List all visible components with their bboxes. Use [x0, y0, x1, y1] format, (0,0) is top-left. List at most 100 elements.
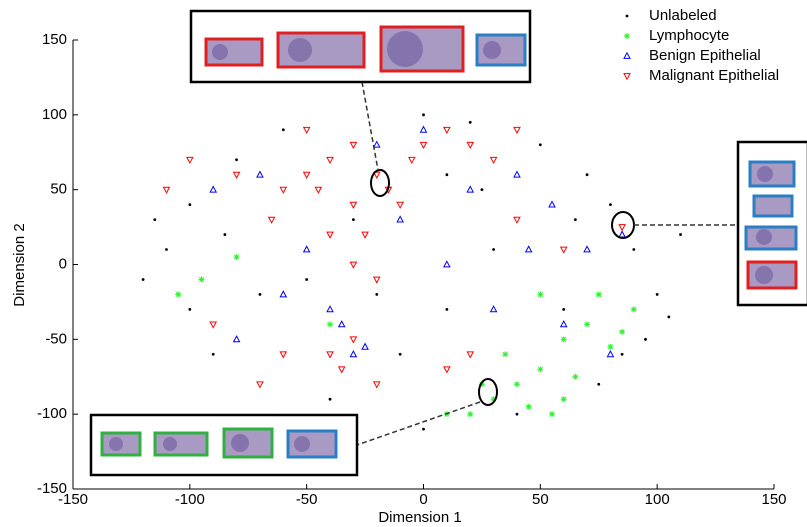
point — [445, 173, 448, 176]
legend-label: Malignant Epithelial — [649, 67, 779, 84]
point — [421, 142, 427, 148]
point — [234, 336, 240, 342]
point — [526, 404, 532, 410]
y-tick-label: 150 — [42, 31, 67, 48]
point — [165, 248, 168, 251]
point — [502, 351, 508, 357]
point — [304, 127, 310, 133]
point — [329, 398, 332, 401]
point — [574, 218, 577, 221]
point — [257, 172, 263, 178]
point — [444, 127, 450, 133]
series — [210, 127, 625, 357]
x-tick-label: 150 — [761, 491, 786, 508]
point — [362, 344, 368, 350]
region-ellipse — [479, 379, 497, 405]
point — [163, 187, 169, 193]
cell-thumbnail — [754, 196, 792, 216]
point — [282, 128, 285, 131]
point — [187, 157, 193, 163]
point — [269, 217, 275, 223]
point — [609, 203, 612, 206]
point — [350, 351, 356, 357]
cell-thumbnail — [155, 433, 207, 455]
x-tick-label: 100 — [645, 491, 670, 508]
point — [562, 308, 565, 311]
point — [327, 306, 333, 312]
point — [467, 411, 473, 417]
point — [607, 344, 613, 350]
point — [467, 142, 473, 148]
point — [481, 188, 484, 191]
point — [561, 247, 567, 253]
point — [234, 172, 240, 178]
point — [561, 321, 567, 327]
point — [339, 367, 345, 373]
point — [374, 142, 380, 148]
point — [619, 329, 625, 335]
point — [210, 322, 216, 328]
point — [280, 352, 286, 358]
point — [327, 157, 333, 163]
point — [584, 321, 590, 327]
cell-nucleus — [212, 44, 228, 60]
cell-nucleus — [757, 166, 773, 182]
point — [153, 218, 156, 221]
point — [537, 291, 543, 297]
legend-marker — [624, 74, 630, 80]
point — [234, 254, 240, 260]
point — [327, 352, 333, 358]
region-markers — [371, 170, 634, 405]
point — [644, 338, 647, 341]
point — [339, 321, 345, 327]
point — [491, 306, 497, 312]
cell-nucleus — [756, 229, 772, 245]
x-tick-label: 50 — [532, 491, 549, 508]
point — [352, 218, 355, 221]
cell-nucleus — [483, 41, 501, 59]
point — [362, 232, 368, 238]
point — [374, 382, 380, 388]
point — [142, 278, 145, 281]
callout-lines — [357, 82, 737, 445]
point — [679, 233, 682, 236]
point — [305, 278, 308, 281]
point — [586, 173, 589, 176]
cell-thumbnails — [102, 27, 796, 457]
point — [235, 158, 238, 161]
point — [656, 293, 659, 296]
point — [631, 306, 637, 312]
legend-label: Unlabeled — [649, 7, 717, 24]
point — [304, 172, 310, 178]
point — [199, 276, 205, 282]
point — [444, 367, 450, 373]
point — [619, 225, 625, 231]
point — [421, 127, 427, 133]
point — [315, 187, 321, 193]
point — [549, 201, 555, 207]
point — [350, 262, 356, 268]
chart: Dimension 1 Dimension 2 — [0, 0, 807, 527]
point — [223, 233, 226, 236]
point — [188, 203, 191, 206]
x-axis-label: Dimension 1 — [378, 509, 461, 526]
point — [422, 113, 425, 116]
point — [607, 351, 613, 357]
y-tick-label: 0 — [59, 255, 67, 272]
point — [280, 187, 286, 193]
point — [467, 352, 473, 358]
point — [514, 127, 520, 133]
series — [163, 127, 625, 387]
point — [526, 246, 532, 252]
point — [304, 246, 310, 252]
point — [619, 231, 625, 237]
point — [516, 413, 519, 416]
point — [327, 232, 333, 238]
cell-nucleus — [755, 266, 773, 284]
callout-line — [362, 82, 378, 170]
point — [632, 248, 635, 251]
point — [422, 428, 425, 431]
y-tick-label: 100 — [42, 106, 67, 123]
legend-label: Lymphocyte — [649, 27, 729, 44]
point — [561, 396, 567, 402]
